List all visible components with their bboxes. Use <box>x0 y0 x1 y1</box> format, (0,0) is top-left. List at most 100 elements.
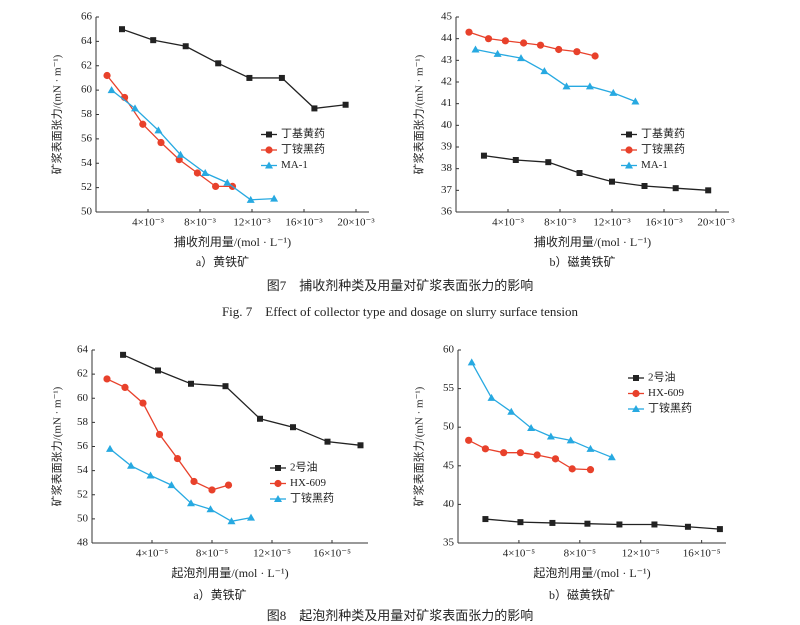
marker <box>684 523 691 530</box>
x-tick-label: 8×10⁻⁵ <box>196 548 229 560</box>
x-tick-label: 4×10⁻⁵ <box>136 548 169 560</box>
marker <box>527 423 536 431</box>
x-axis-label: 起泡剂用量/(mol · L⁻¹) <box>533 565 650 580</box>
y-tick-label: 58 <box>81 108 93 120</box>
y-tick-label: 45 <box>441 11 453 23</box>
marker <box>586 444 595 452</box>
x-tick-label: 16×10⁻⁵ <box>683 548 721 560</box>
y-tick-label: 36 <box>441 206 453 218</box>
y-axis-label: 矿浆表面张力/(mN · m⁻¹) <box>50 386 64 506</box>
marker <box>467 358 476 366</box>
legend-label: 丁基黄药 <box>281 126 325 140</box>
marker <box>121 383 129 391</box>
x-tick-label: 12×10⁻³ <box>593 217 631 229</box>
y-tick-label: 40 <box>441 119 453 131</box>
marker <box>106 444 114 452</box>
marker <box>716 526 723 533</box>
marker <box>173 454 182 463</box>
legend-label: 2号油 <box>290 460 318 474</box>
marker <box>555 45 563 54</box>
y-tick-label: 56 <box>81 132 93 144</box>
series-line <box>122 354 361 446</box>
marker <box>139 120 147 128</box>
marker <box>157 138 165 147</box>
marker <box>201 169 210 176</box>
marker <box>290 424 296 431</box>
marker <box>131 104 139 112</box>
marker <box>520 39 528 47</box>
y-tick-label: 58 <box>77 416 89 428</box>
marker <box>500 449 508 457</box>
x-tick-label: 20×10⁻³ <box>697 217 735 229</box>
legend-label: MA-1 <box>641 159 668 171</box>
series-line <box>106 378 229 491</box>
series-line <box>109 448 252 522</box>
x-tick-label: 16×10⁻³ <box>285 217 323 229</box>
marker <box>150 37 157 44</box>
marker <box>540 67 549 75</box>
marker <box>247 513 255 521</box>
series-line <box>483 155 709 191</box>
marker <box>672 185 679 192</box>
series-line <box>111 89 275 201</box>
marker <box>103 375 111 383</box>
marker <box>546 432 555 440</box>
marker <box>517 519 524 526</box>
legend-marker <box>266 131 272 138</box>
marker <box>120 351 127 358</box>
y-tick-label: 62 <box>81 59 92 71</box>
x-tick-label: 12×10⁻⁵ <box>622 548 660 560</box>
x-tick-label: 16×10⁻⁵ <box>313 548 351 560</box>
marker <box>493 49 502 57</box>
marker <box>146 471 155 479</box>
marker <box>224 481 233 489</box>
x-axis-label: 捕收剂用量/(mol · L⁻¹) <box>174 234 291 249</box>
y-tick-label: 56 <box>77 440 89 452</box>
legend-label: 丁基黄药 <box>641 126 685 140</box>
y-tick-label: 48 <box>77 537 89 549</box>
marker <box>585 82 594 90</box>
y-tick-label: 62 <box>77 368 88 380</box>
y-tick-label: 55 <box>443 382 455 394</box>
y-tick-label: 40 <box>443 498 455 510</box>
legend-label: 丁铵黑药 <box>648 401 692 415</box>
marker <box>222 383 229 390</box>
marker <box>545 159 552 166</box>
legend-label: 丁铵黑药 <box>281 142 325 156</box>
marker <box>516 449 525 457</box>
marker <box>357 442 364 449</box>
marker <box>188 380 194 387</box>
y-axis-label: 矿浆表面张力/(mN · m⁻¹) <box>412 54 426 174</box>
y-tick-label: 38 <box>441 162 453 174</box>
legend-label: 丁铵黑药 <box>290 491 334 505</box>
series-line <box>485 518 720 530</box>
figure-caption: 图8 起泡剂种类及用量对矿浆表面张力的影响 <box>267 608 534 623</box>
marker <box>119 26 125 33</box>
y-tick-label: 60 <box>77 392 89 404</box>
marker <box>342 101 349 108</box>
y-axis-label: 矿浆表面张力/(mN · m⁻¹) <box>50 54 64 174</box>
legend-label: 丁铵黑药 <box>641 142 685 156</box>
marker <box>215 60 222 67</box>
x-tick-label: 12×10⁻⁵ <box>253 548 291 560</box>
marker <box>533 451 541 459</box>
x-tick-label: 4×10⁻⁵ <box>503 548 536 560</box>
marker <box>103 71 111 80</box>
marker <box>536 41 545 49</box>
y-tick-label: 50 <box>81 206 93 218</box>
y-tick-label: 43 <box>441 54 453 66</box>
y-tick-label: 44 <box>441 32 453 44</box>
marker <box>584 520 591 527</box>
x-axis-label: 捕收剂用量/(mol · L⁻¹) <box>534 234 651 249</box>
marker <box>512 157 519 163</box>
legend-label: HX-609 <box>290 477 327 489</box>
marker <box>480 152 487 159</box>
x-tick-label: 4×10⁻³ <box>492 217 525 229</box>
marker <box>212 182 220 191</box>
marker <box>246 74 253 81</box>
marker <box>127 461 135 469</box>
marker <box>246 195 255 203</box>
marker <box>549 519 556 526</box>
y-tick-label: 39 <box>441 141 453 153</box>
marker <box>609 88 618 96</box>
